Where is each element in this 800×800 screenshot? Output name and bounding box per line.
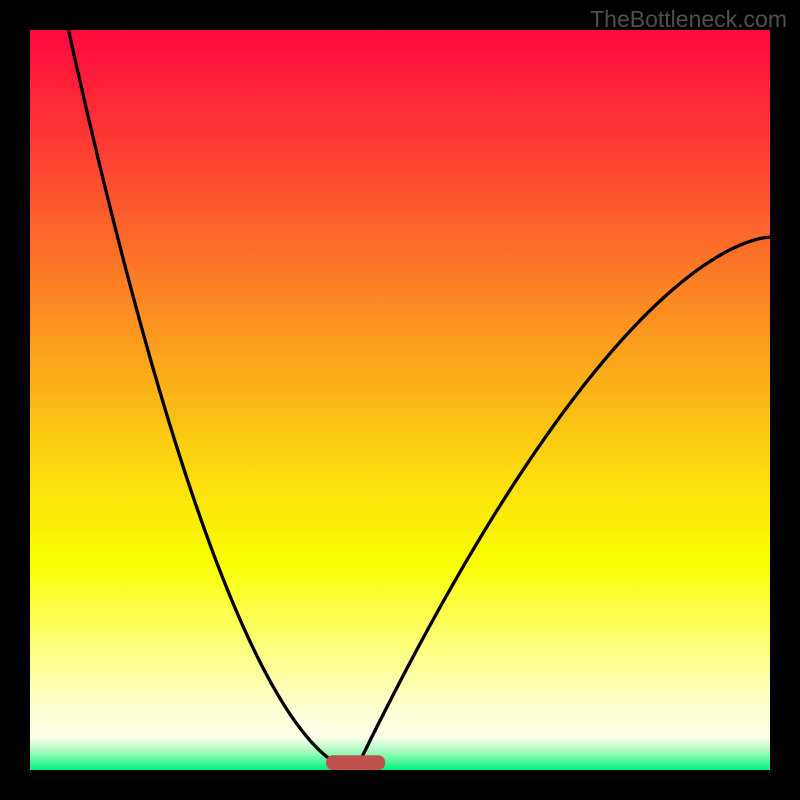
chart-stage: TheBottleneck.com [0,0,800,800]
watermark-text: TheBottleneck.com [590,6,787,33]
bottleneck-chart-svg [0,0,800,800]
plot-gradient [30,30,770,770]
optimum-marker [326,755,385,770]
